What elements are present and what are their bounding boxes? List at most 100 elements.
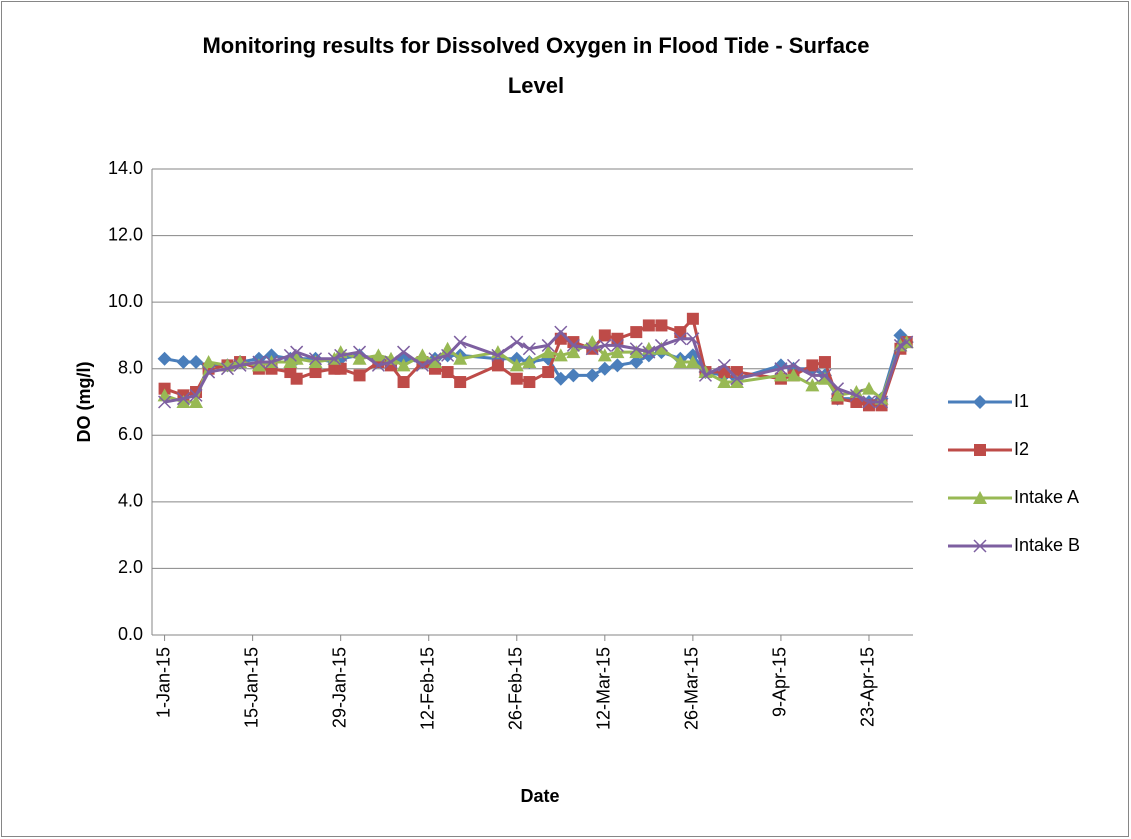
point xyxy=(654,338,668,352)
point xyxy=(308,352,323,366)
point xyxy=(629,355,644,370)
point xyxy=(553,371,568,386)
point xyxy=(523,376,536,389)
point xyxy=(220,362,235,376)
point xyxy=(353,369,366,382)
point xyxy=(441,348,455,362)
point xyxy=(384,355,398,369)
point xyxy=(566,368,581,383)
point xyxy=(830,382,845,396)
point xyxy=(598,329,611,342)
point xyxy=(805,378,820,392)
point xyxy=(428,352,442,366)
y-tick-label: 10.0 xyxy=(108,291,143,311)
point xyxy=(189,355,204,370)
x-tick-label: 12-Feb-15 xyxy=(417,647,437,730)
point xyxy=(629,342,643,356)
point xyxy=(685,355,700,369)
point xyxy=(453,335,467,349)
point xyxy=(327,352,341,366)
point xyxy=(541,345,556,359)
point xyxy=(862,395,876,409)
point xyxy=(553,348,568,362)
y-axis-title: DO (mg/l) xyxy=(74,362,94,443)
point xyxy=(541,338,555,352)
point xyxy=(441,366,454,379)
point xyxy=(610,358,625,373)
point xyxy=(773,368,788,382)
point xyxy=(233,358,247,372)
y-tick-label: 4.0 xyxy=(118,491,143,511)
x-tick-label: 12-Mar-15 xyxy=(594,647,614,730)
point xyxy=(598,338,612,352)
y-tick-label: 0.0 xyxy=(118,624,143,644)
point xyxy=(900,335,914,349)
x-tick-label: 15-Jan-15 xyxy=(241,647,261,728)
point xyxy=(522,342,536,356)
point xyxy=(415,358,429,372)
point xyxy=(396,358,411,372)
point xyxy=(509,358,524,372)
point xyxy=(289,351,304,365)
point xyxy=(176,395,191,408)
x-tick-label: 26-Mar-15 xyxy=(682,647,702,730)
x-tick-label: 23-Apr-15 xyxy=(858,647,878,727)
point xyxy=(849,388,863,402)
x-tick-label: 1-Jan-15 xyxy=(153,647,173,718)
point xyxy=(371,348,386,362)
point xyxy=(585,342,599,356)
legend-label: I1 xyxy=(1014,391,1029,411)
x-axis-title: Date xyxy=(520,786,559,806)
point xyxy=(252,355,266,369)
point xyxy=(397,376,410,389)
point xyxy=(629,345,644,359)
point xyxy=(686,332,700,346)
point xyxy=(654,341,669,355)
point xyxy=(673,355,688,369)
point xyxy=(189,395,204,408)
legend-marker xyxy=(973,491,987,504)
point xyxy=(830,388,845,402)
point xyxy=(673,332,687,346)
legend-marker xyxy=(974,444,986,456)
point xyxy=(290,345,304,359)
y-tick-label: 2.0 xyxy=(118,557,143,577)
point xyxy=(491,348,505,362)
point xyxy=(510,335,524,349)
y-tick-label: 12.0 xyxy=(108,224,143,244)
point xyxy=(611,332,624,345)
point xyxy=(189,388,203,402)
point xyxy=(730,372,744,386)
point xyxy=(510,372,523,385)
y-tick-label: 14.0 xyxy=(108,158,143,178)
point xyxy=(283,355,298,369)
point xyxy=(176,392,190,406)
point xyxy=(729,375,744,389)
series-line xyxy=(164,329,908,404)
point xyxy=(454,376,467,389)
point xyxy=(491,359,504,372)
point xyxy=(554,325,568,339)
point xyxy=(308,355,323,369)
point xyxy=(201,355,216,369)
point xyxy=(202,365,216,379)
point xyxy=(655,319,668,332)
point xyxy=(786,358,801,372)
point xyxy=(698,368,712,382)
legend-marker xyxy=(973,395,987,409)
point xyxy=(397,345,411,359)
point xyxy=(522,355,537,369)
legend-label: Intake A xyxy=(1014,487,1079,507)
point xyxy=(585,368,600,383)
chart-title: Monitoring results for Dissolved Oxygen … xyxy=(202,33,870,98)
point xyxy=(251,358,266,372)
point xyxy=(642,319,655,332)
point xyxy=(176,355,191,370)
point xyxy=(610,345,625,359)
point xyxy=(334,362,347,375)
point xyxy=(861,381,876,395)
point xyxy=(805,368,819,382)
